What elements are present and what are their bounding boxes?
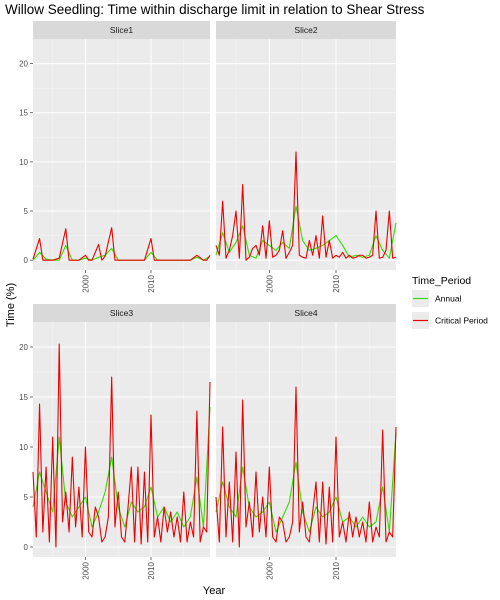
facet-strip [216,304,396,322]
x-tick-label: 2000 [265,561,274,579]
facet-strip [33,304,210,322]
legend-label: Annual [435,294,462,304]
y-tick-label: 20 [19,343,28,352]
x-tick-label: 2010 [332,561,341,579]
facet-strip-label: Slice1 [110,25,133,35]
panel-background [216,39,396,270]
y-tick-label: 15 [19,109,28,118]
x-tick-label: 2000 [81,274,90,292]
series-line-critical-period [215,386,397,548]
series-line-critical-period [215,151,397,261]
series-line-annual [215,431,397,533]
y-tick-label: 0 [24,543,29,552]
facet-strip-label: Slice3 [110,308,133,318]
facet-strip-label: Slice4 [294,308,317,318]
legend-label: Critical Period [435,316,488,326]
facet-strip-label: Slice2 [294,25,317,35]
panel-slice4: Slice4 2000 2010 [215,304,397,580]
y-tick-label: 0 [24,256,29,265]
x-tick-label: 2010 [147,561,156,579]
x-tick-label: 2000 [81,561,90,579]
panel-slice1: Slice1 0 5 10 15 20 2000 2010 [19,21,211,293]
series-line-annual [215,205,397,259]
legend: Time_Period Annual Critical Period [412,275,488,329]
series-line-critical-period [32,343,211,548]
legend-entry-critical-period: Critical Period [412,312,488,329]
facet-strip [216,21,396,39]
panel-background [33,39,210,270]
panel-slice3: Slice3 0 5 10 15 20 2000 2010 [19,304,211,580]
y-tick-label: 15 [19,393,28,402]
x-tick-label: 2010 [332,274,341,292]
chart-title: Willow Seedling: Time within discharge l… [5,2,425,17]
facet-strip [33,21,210,39]
y-tick-label: 5 [24,207,29,216]
y-tick-label: 5 [24,493,29,502]
legend-title: Time_Period [412,275,471,287]
x-axis-title: Year [203,585,226,597]
y-tick-label: 10 [19,158,28,167]
series-line-critical-period [32,227,211,261]
x-tick-label: 2010 [147,274,156,292]
y-tick-label: 20 [19,60,28,69]
legend-entry-annual: Annual [412,290,462,307]
y-tick-label: 10 [19,443,28,452]
y-axis-title: Time (%) [5,283,17,327]
x-tick-label: 2000 [265,274,274,292]
series-line-annual [32,406,211,528]
panel-slice2: Slice2 2000 2010 [215,21,397,293]
